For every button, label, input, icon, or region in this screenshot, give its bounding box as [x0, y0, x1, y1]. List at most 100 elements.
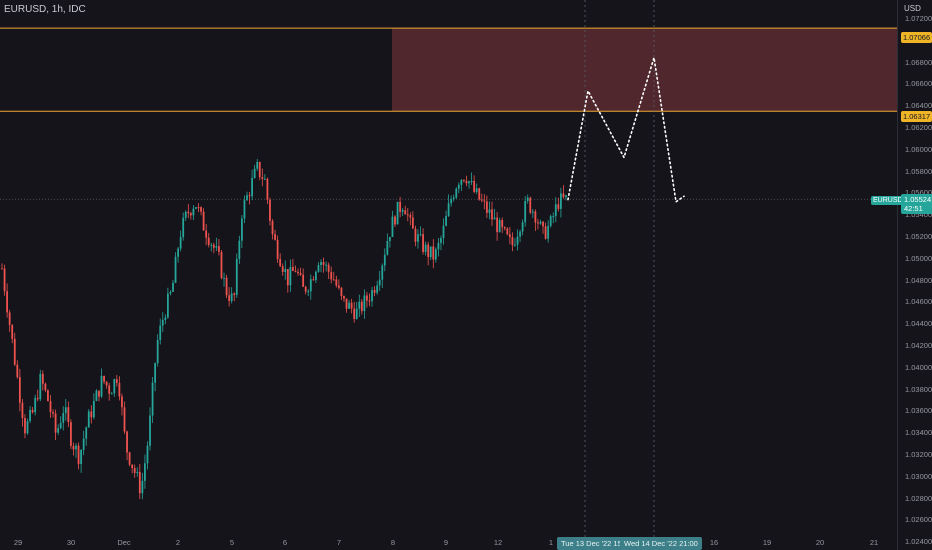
candle-body [376, 285, 379, 293]
candle-body [389, 236, 391, 241]
candle-body [151, 382, 154, 416]
candle-body [197, 207, 200, 209]
candle-body [302, 274, 305, 287]
candle-body [131, 464, 134, 469]
candle-body [271, 220, 274, 235]
candle-body [442, 225, 445, 239]
candle-body [47, 390, 49, 402]
candle-body [70, 422, 72, 446]
candle-body [195, 207, 197, 209]
candle-body [401, 210, 404, 212]
candle-body [297, 271, 299, 274]
candle-body [345, 298, 348, 309]
candle-body [133, 468, 136, 473]
candle-body [169, 291, 172, 294]
candle-body [80, 449, 83, 465]
candle-body [294, 270, 297, 272]
bar-countdown: 42:51 [904, 204, 923, 213]
price-tick-label: 1.03600 [905, 406, 932, 416]
candle-body [18, 377, 21, 403]
candle-body [373, 290, 376, 293]
candle-body [396, 201, 399, 225]
candle-body [343, 296, 345, 299]
candle-body [67, 407, 70, 423]
candle-body [87, 411, 90, 428]
candle-body [378, 279, 381, 286]
candle-body [179, 237, 182, 249]
candle-body [526, 197, 529, 202]
candle-body [529, 197, 532, 213]
candle-body [371, 290, 373, 302]
candle-body [565, 195, 567, 198]
candle-body [521, 222, 524, 232]
candle-body [34, 397, 37, 413]
candle-body [59, 422, 62, 429]
candle-body [103, 375, 105, 382]
candle-body [452, 197, 455, 200]
candle-body [75, 445, 77, 450]
candle-body [189, 213, 192, 216]
candle-body [174, 256, 177, 283]
candle-body [516, 236, 519, 245]
candle-body [128, 452, 131, 465]
candle-body [399, 201, 402, 212]
price-tick-label: 1.03200 [905, 450, 932, 459]
candle-body [266, 178, 269, 200]
symbol-title: EURUSD, 1h, IDC [4, 4, 86, 15]
candle-body [261, 177, 264, 179]
price-tick-label: 1.02600 [905, 515, 932, 525]
currency-label: USD [904, 4, 921, 13]
candle-body [184, 211, 187, 218]
candle-body [414, 228, 417, 242]
candle-body [363, 295, 366, 312]
candle-body [340, 287, 343, 297]
time-tick-label: 2 [175, 538, 181, 547]
candle-body [238, 240, 241, 259]
candle-body [315, 271, 317, 281]
crosshair-time-label-2: Wed 14 Dec '22 21:00 [620, 537, 702, 550]
resistance-zone [392, 28, 897, 112]
candle-body [251, 177, 253, 197]
candle-body [164, 317, 167, 321]
candle-body [386, 240, 389, 255]
candle-body [279, 258, 282, 267]
candle-body [440, 238, 442, 243]
time-tick-label: Dec [117, 538, 131, 547]
price-tick-label: 1.03000 [905, 471, 932, 481]
candle-body [307, 291, 310, 293]
candle-body [13, 338, 16, 365]
current-price-badge: 1.05524 42:51 [901, 194, 932, 214]
candle-body [304, 286, 307, 292]
candle-body [1, 268, 3, 270]
candle-body [383, 254, 386, 266]
candle-body [274, 234, 276, 240]
candle-body [166, 293, 169, 318]
candle-body [276, 239, 279, 259]
price-chart[interactable] [0, 0, 897, 550]
candle-body [289, 267, 292, 286]
candle-body [243, 200, 246, 219]
candle-body [200, 207, 202, 212]
candle-body [52, 412, 54, 414]
candle-body [549, 216, 552, 227]
candle-body [475, 188, 478, 192]
price-tick-label: 1.02400 [905, 537, 932, 547]
candle-body [488, 209, 491, 213]
candle-body [411, 217, 414, 229]
candle-body [21, 402, 24, 419]
candle-body [432, 246, 435, 260]
candle-body [465, 181, 468, 184]
price-scale[interactable] [897, 0, 932, 550]
candle-body [455, 188, 458, 198]
candle-body [473, 181, 476, 192]
candle-body [126, 431, 128, 453]
candle-body [11, 324, 14, 339]
candle-body [113, 379, 116, 394]
candle-body [447, 203, 450, 216]
candle-body [511, 237, 514, 246]
time-tick-label: 30 [66, 538, 76, 547]
candle-body [90, 411, 93, 418]
candle-body [258, 162, 261, 178]
candle-body [332, 279, 335, 281]
candle-body [269, 199, 271, 221]
